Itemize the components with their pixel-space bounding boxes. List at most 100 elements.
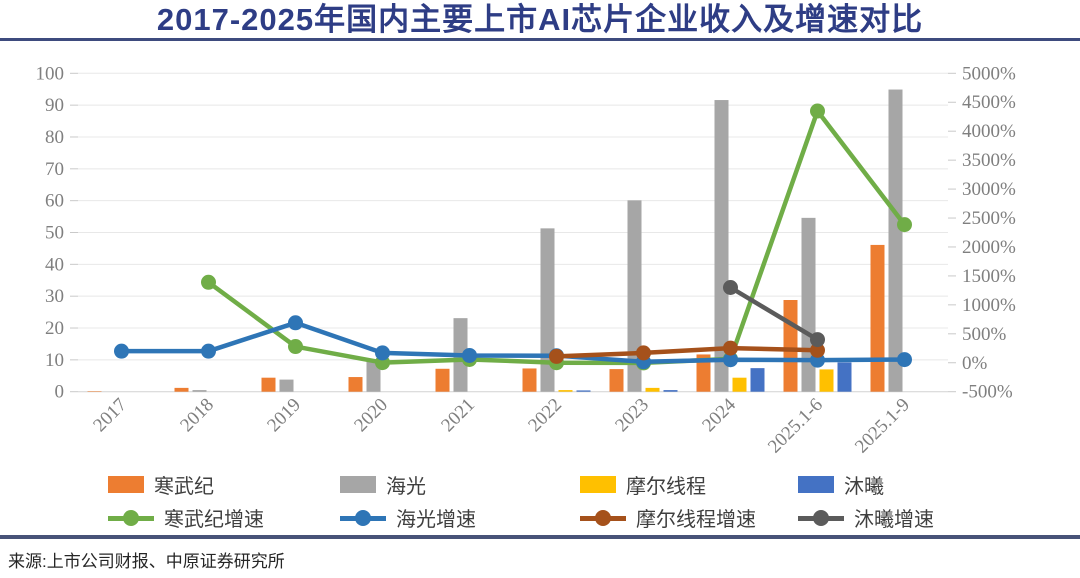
line-marker [636, 345, 651, 361]
legend-line-marker [580, 509, 626, 527]
bar [279, 379, 294, 392]
right-axis-label: -500% [962, 382, 1013, 403]
left-axis-label: 40 [45, 254, 64, 275]
bar [558, 390, 573, 392]
bar [87, 391, 102, 392]
line-marker [723, 279, 738, 295]
bar [522, 368, 537, 392]
line-marker [810, 103, 825, 119]
footer-divider [0, 535, 1080, 539]
bar [750, 368, 765, 392]
legend-item-海光增速: 海光增速 [340, 503, 580, 532]
line-path [728, 285, 820, 342]
legend-item-沐曦增速: 沐曦增速 [798, 503, 1080, 532]
left-axis-label: 50 [45, 223, 64, 244]
x-axis-label: 2021 [437, 394, 479, 436]
bar [870, 244, 885, 392]
bar [627, 200, 642, 392]
line-marker [288, 339, 303, 355]
right-axis-label: 2500% [962, 208, 1016, 229]
legend-line-marker [108, 509, 154, 527]
right-axis-label: 0% [962, 353, 988, 374]
legend-label: 寒武纪增速 [164, 509, 264, 531]
legend-label: 摩尔线程 [626, 476, 706, 498]
line-marker [897, 352, 912, 368]
line-marker [549, 348, 564, 364]
bars-摩尔线程 [558, 369, 834, 392]
legend-line-marker [798, 509, 844, 527]
legend-item-摩尔线程: 摩尔线程 [580, 470, 798, 499]
line-marker [723, 352, 738, 368]
bar [696, 354, 711, 392]
bar [609, 369, 624, 392]
line-marker [375, 345, 390, 361]
bar [819, 369, 834, 392]
legend-label: 寒武纪 [154, 476, 214, 498]
bar [888, 89, 903, 392]
legend-line-row: 寒武纪增速 海光增速 摩尔线程增速 沐曦增速 [0, 501, 1080, 534]
x-axis-label: 2018 [176, 394, 218, 436]
bar [576, 390, 591, 392]
right-axis-label: 2000% [962, 237, 1016, 258]
x-axis-label: 2023 [611, 394, 653, 436]
right-axis-label: 3500% [962, 150, 1016, 171]
line-path [119, 320, 907, 365]
bar [783, 300, 798, 392]
line-摩尔线程增速 [549, 340, 825, 364]
bar [261, 377, 276, 392]
legend-color-swatch [798, 476, 834, 493]
bars-海光 [192, 89, 903, 392]
bar [174, 387, 189, 392]
x-axis-label: 2025.1-6 [764, 394, 827, 457]
right-axis-label: 1000% [962, 295, 1016, 316]
left-axis-label: 80 [45, 127, 64, 148]
line-marker [201, 274, 216, 290]
legend-label: 沐曦 [844, 476, 884, 498]
left-axis-label: 60 [45, 191, 64, 212]
left-axis-label: 100 [36, 63, 65, 84]
legend-bar-row: 寒武纪 海光 摩尔线程 沐曦 [0, 468, 1080, 501]
legend-item-寒武纪: 寒武纪 [108, 470, 340, 499]
title-divider [0, 38, 1080, 41]
legend-item-沐曦: 沐曦 [798, 470, 1080, 499]
bar [663, 390, 678, 392]
x-axis-label: 2019 [263, 394, 305, 436]
bar [348, 377, 363, 392]
line-path [554, 345, 820, 359]
left-axis-label: 10 [45, 350, 64, 371]
legend-label: 海光 [386, 476, 426, 498]
legend-line-marker [340, 509, 386, 527]
title-bar: 2017-2025年国内主要上市AI芯片企业收入及增速对比 [0, 0, 1080, 38]
x-axis-label: 2022 [524, 394, 566, 436]
left-axis-label: 30 [45, 286, 64, 307]
bar [192, 390, 207, 392]
line-marker [810, 342, 825, 358]
left-axis-label: 70 [45, 159, 64, 180]
bar [435, 368, 450, 392]
legend-item-寒武纪增速: 寒武纪增速 [108, 503, 340, 532]
bars-沐曦 [576, 362, 852, 392]
line-path [206, 108, 907, 366]
line-marker [462, 347, 477, 363]
x-axis-label: 2017 [89, 394, 131, 436]
legend-item-海光: 海光 [340, 470, 580, 499]
x-axis-label: 2025.1-9 [851, 394, 914, 457]
right-axis-label: 5000% [962, 63, 1016, 84]
legend-color-swatch [580, 476, 616, 493]
right-axis-label: 1500% [962, 266, 1016, 287]
bar [837, 362, 852, 392]
line-marker [810, 332, 825, 348]
legend-color-swatch [340, 476, 376, 493]
left-axis-label: 0 [55, 382, 65, 403]
line-marker [723, 340, 738, 356]
line-marker [897, 217, 912, 233]
left-axis-label: 90 [45, 95, 64, 116]
legend-color-swatch [108, 476, 144, 493]
line-marker [288, 315, 303, 331]
right-axis-label: 3000% [962, 179, 1016, 200]
line-marker [114, 343, 129, 359]
right-axis-label: 500% [962, 324, 1007, 345]
left-axis-label: 20 [45, 318, 64, 339]
